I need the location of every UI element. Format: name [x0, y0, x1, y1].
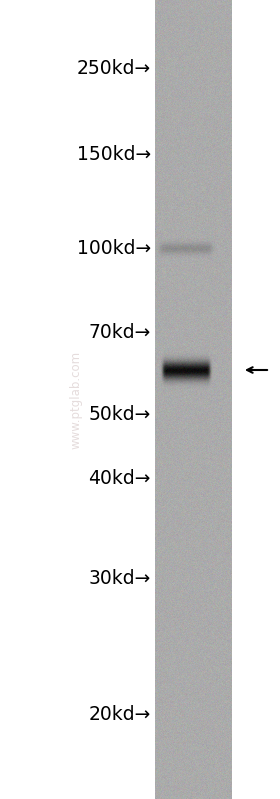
Text: 20kd→: 20kd→	[89, 706, 151, 725]
Text: 70kd→: 70kd→	[89, 323, 151, 341]
Text: www.ptglab.com: www.ptglab.com	[69, 351, 82, 448]
Text: 150kd→: 150kd→	[77, 145, 151, 165]
Text: 100kd→: 100kd→	[77, 238, 151, 257]
Text: 250kd→: 250kd→	[77, 58, 151, 78]
Text: 50kd→: 50kd→	[89, 406, 151, 424]
Text: 30kd→: 30kd→	[89, 569, 151, 587]
Text: 40kd→: 40kd→	[88, 468, 151, 487]
